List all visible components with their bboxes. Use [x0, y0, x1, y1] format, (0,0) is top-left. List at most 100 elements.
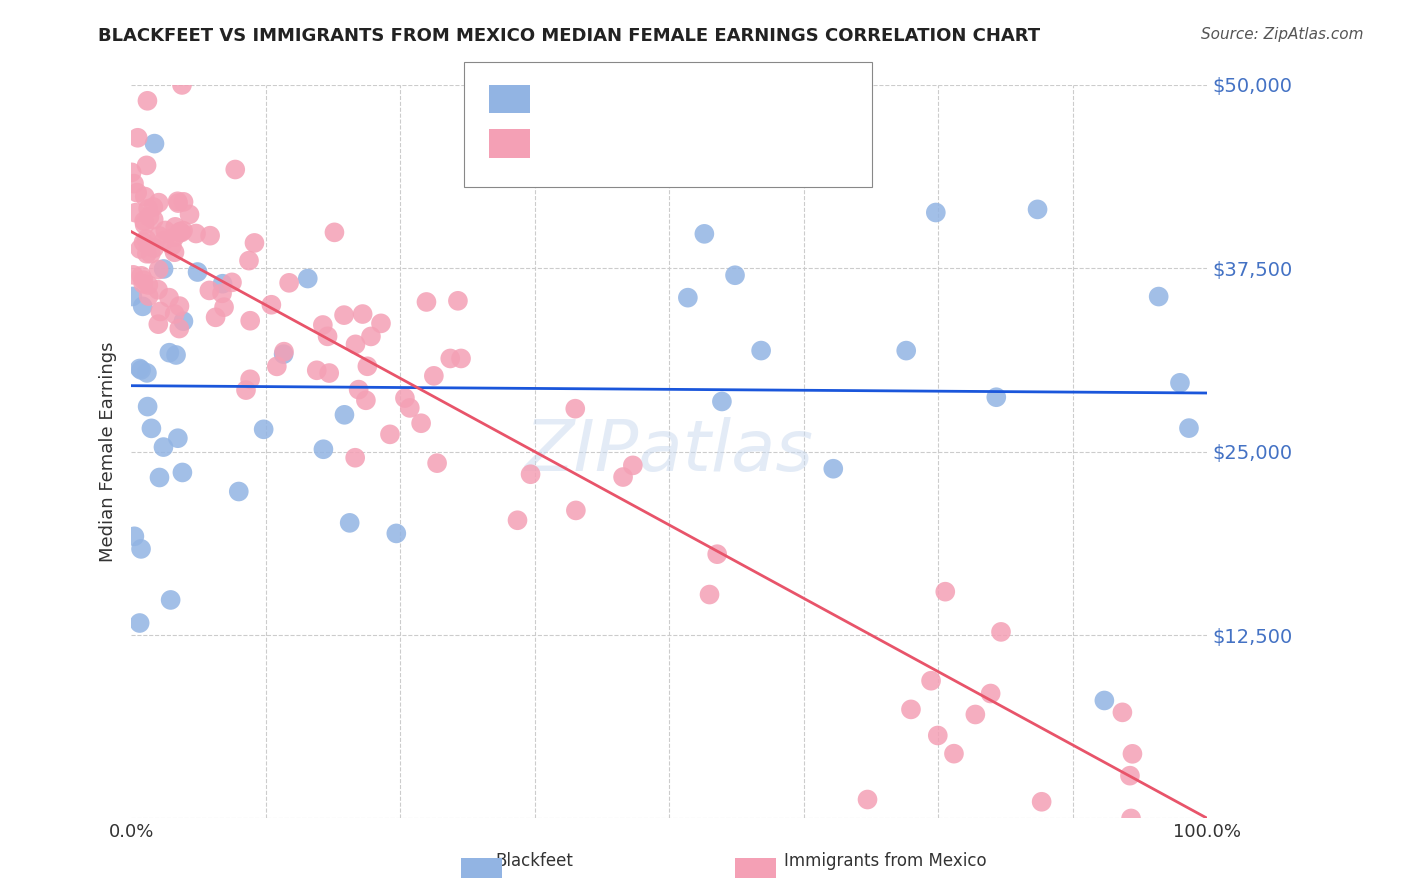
- Point: [925, 205, 948, 219]
- Point: [148, 317, 170, 331]
- Point: [260, 298, 283, 312]
- Point: [856, 792, 879, 806]
- Point: [749, 343, 772, 358]
- Point: [1092, 693, 1115, 707]
- Point: [411, 416, 433, 430]
- Point: [167, 196, 190, 211]
- Point: [356, 359, 378, 374]
- Point: [136, 400, 159, 414]
- Point: [172, 314, 194, 328]
- Point: [169, 225, 191, 239]
- Point: [157, 291, 180, 305]
- Point: [378, 427, 401, 442]
- Y-axis label: Median Female Earnings: Median Female Earnings: [100, 342, 117, 562]
- Point: [159, 593, 181, 607]
- Point: [141, 421, 163, 435]
- Point: [323, 225, 346, 239]
- Point: [157, 345, 180, 359]
- Point: [564, 401, 586, 416]
- Point: [135, 232, 157, 246]
- Point: [122, 177, 145, 191]
- Point: [344, 337, 367, 351]
- Point: [138, 277, 160, 292]
- Point: [142, 212, 165, 227]
- Point: [124, 529, 146, 543]
- Point: [278, 276, 301, 290]
- Point: [370, 317, 392, 331]
- Point: [347, 383, 370, 397]
- Point: [129, 541, 152, 556]
- Text: BLACKFEET VS IMMIGRANTS FROM MEXICO MEDIAN FEMALE EARNINGS CORRELATION CHART: BLACKFEET VS IMMIGRANTS FROM MEXICO MEDI…: [98, 27, 1040, 45]
- Point: [163, 230, 186, 244]
- Point: [166, 194, 188, 209]
- Point: [344, 450, 367, 465]
- Point: [165, 348, 187, 362]
- Point: [128, 615, 150, 630]
- Point: [134, 218, 156, 232]
- Point: [170, 78, 193, 92]
- Point: [1119, 769, 1142, 783]
- Point: [160, 239, 183, 253]
- Point: [706, 547, 728, 561]
- Point: [187, 265, 209, 279]
- Point: [243, 235, 266, 250]
- Point: [426, 456, 449, 470]
- Point: [146, 283, 169, 297]
- Point: [129, 242, 152, 256]
- Point: [132, 235, 155, 250]
- Point: [920, 673, 942, 688]
- Point: [316, 329, 339, 343]
- Point: [239, 314, 262, 328]
- Text: -0.881: -0.881: [576, 131, 636, 149]
- Point: [198, 228, 221, 243]
- Point: [128, 361, 150, 376]
- Point: [172, 223, 194, 237]
- Point: [132, 273, 155, 287]
- Text: Blackfeet: Blackfeet: [495, 852, 574, 870]
- Point: [135, 158, 157, 172]
- Point: [339, 516, 361, 530]
- Point: [676, 291, 699, 305]
- Point: [724, 268, 747, 283]
- Text: R =: R =: [538, 87, 575, 104]
- Point: [143, 136, 166, 151]
- Point: [211, 286, 233, 301]
- Point: [896, 343, 918, 358]
- Point: [986, 390, 1008, 404]
- Point: [136, 94, 159, 108]
- Point: [352, 307, 374, 321]
- Point: [297, 271, 319, 285]
- Point: [152, 440, 174, 454]
- Point: [273, 347, 295, 361]
- Text: R =: R =: [538, 131, 575, 149]
- Point: [204, 310, 226, 325]
- Point: [398, 401, 420, 415]
- Point: [152, 262, 174, 277]
- Point: [139, 247, 162, 261]
- Point: [423, 368, 446, 383]
- Point: [239, 372, 262, 386]
- Point: [129, 268, 152, 283]
- Point: [415, 295, 437, 310]
- Point: [333, 308, 356, 322]
- Point: [153, 234, 176, 248]
- Point: [253, 422, 276, 436]
- Point: [155, 223, 177, 237]
- Point: [148, 228, 170, 243]
- Point: [127, 186, 149, 200]
- Point: [305, 363, 328, 377]
- Point: [134, 189, 156, 203]
- Point: [165, 219, 187, 234]
- Point: [823, 461, 845, 475]
- Point: [965, 707, 987, 722]
- Point: [131, 299, 153, 313]
- Point: [142, 200, 165, 214]
- Point: [1031, 795, 1053, 809]
- Point: [173, 194, 195, 209]
- Point: [163, 307, 186, 321]
- Point: [211, 277, 233, 291]
- Point: [612, 470, 634, 484]
- Point: [990, 624, 1012, 639]
- Text: Immigrants from Mexico: Immigrants from Mexico: [785, 852, 987, 870]
- Point: [172, 466, 194, 480]
